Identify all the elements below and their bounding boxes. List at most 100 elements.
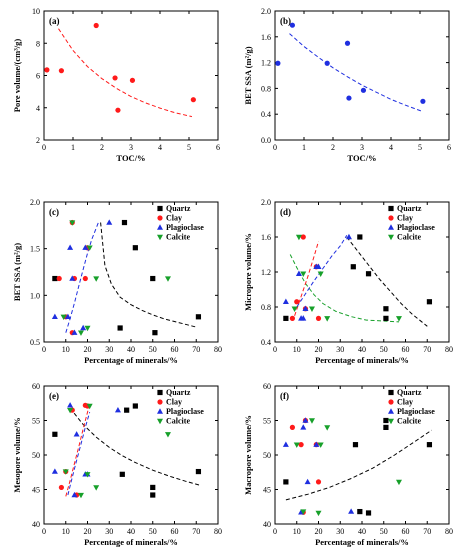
x-tick-label: 10 bbox=[62, 345, 70, 354]
x-tick-label: 80 bbox=[214, 345, 222, 354]
calcite-point bbox=[324, 425, 331, 431]
x-axis-label: Percentage of minerals/% bbox=[315, 355, 409, 365]
y-axis-label: Micropore volume/% bbox=[243, 233, 253, 311]
y-tick-label: 40 bbox=[32, 520, 40, 529]
y-tick-label: 0.0 bbox=[261, 136, 271, 145]
y-tick-label: 45 bbox=[32, 486, 40, 495]
quartz-point bbox=[150, 484, 156, 491]
y-tick-label: 50 bbox=[32, 451, 40, 460]
plagioclase-point bbox=[282, 298, 289, 304]
panel-b: 0 1 2 3 4 5 6 0.0 0.4 0.8 1.2 1.6 2.0 TOC/% BET SSA (m… bbox=[243, 7, 451, 163]
quartz-point bbox=[283, 315, 289, 321]
legend-marker-plagioclase bbox=[157, 408, 163, 414]
panel-label: (b) bbox=[280, 16, 291, 26]
plagioclase-point bbox=[282, 441, 289, 447]
legend-marker-quartz bbox=[157, 205, 163, 212]
panel-label: (e) bbox=[49, 391, 59, 401]
panel-a: 0 1 2 3 4 5 6 2 4 6 8 10 TOC/% Pore volume/(cm³/g) (a) bbox=[12, 7, 220, 163]
x-tick-label: 70 bbox=[423, 527, 431, 536]
quartz-point bbox=[132, 403, 138, 409]
x-tick-label: 40 bbox=[127, 345, 135, 354]
calcite-point bbox=[84, 325, 91, 332]
legend-label-plagioclase: Plagioclase bbox=[166, 223, 204, 232]
x-tick-label: 70 bbox=[423, 345, 431, 354]
y-tick-label: 0.4 bbox=[261, 338, 271, 347]
calcite-point bbox=[300, 271, 307, 277]
legend-marker-calcite bbox=[388, 418, 394, 425]
x-tick-label: 6 bbox=[216, 143, 220, 152]
quartz-point bbox=[195, 314, 202, 320]
series-point bbox=[44, 67, 50, 73]
legend-label-clay: Clay bbox=[166, 398, 182, 407]
plagioclase-point bbox=[313, 441, 320, 447]
x-tick-label: 0 bbox=[273, 527, 277, 536]
x-axis-label: TOC/% bbox=[347, 153, 376, 163]
clay-point bbox=[289, 315, 295, 321]
calcite-point bbox=[308, 306, 315, 312]
calcite-point bbox=[300, 509, 307, 515]
series-point bbox=[420, 98, 426, 104]
calcite-point bbox=[77, 330, 84, 336]
x-tick-label: 3 bbox=[360, 143, 364, 152]
x-tick-label: 0 bbox=[42, 345, 46, 354]
plagioclase-point bbox=[71, 329, 78, 335]
x-tick-label: 50 bbox=[149, 345, 157, 354]
fit-curve-black bbox=[100, 222, 197, 328]
x-tick-label: 5 bbox=[418, 143, 422, 152]
fit-curve-blue bbox=[65, 222, 99, 333]
series-point bbox=[58, 68, 64, 74]
calcite-point bbox=[93, 276, 100, 282]
legend-label-calcite: Calcite bbox=[166, 233, 190, 242]
legend-marker-plagioclase bbox=[388, 408, 394, 414]
quartz-point bbox=[52, 275, 58, 282]
x-tick-label: 20 bbox=[84, 345, 92, 354]
plot-frame bbox=[274, 10, 450, 141]
series-point bbox=[324, 60, 330, 66]
quartz-point bbox=[383, 306, 389, 312]
clay-point bbox=[58, 484, 64, 491]
fit-curve-black bbox=[285, 429, 432, 501]
x-tick-label: 50 bbox=[149, 527, 157, 536]
legend-marker-calcite bbox=[157, 234, 163, 241]
y-tick-label: 60 bbox=[263, 382, 271, 391]
panel-c: 0 10 20 30 40 50 60 70 80 0.5 1.0 1.5 2.0 Percentage … bbox=[12, 198, 222, 365]
quartz-point bbox=[124, 407, 130, 413]
plot-frame bbox=[43, 10, 219, 141]
y-tick-label: 2.0 bbox=[261, 7, 271, 16]
plagioclase-point bbox=[67, 244, 74, 250]
fit-curve-blue bbox=[67, 412, 91, 496]
series-point bbox=[129, 77, 136, 83]
calcite-point bbox=[295, 234, 302, 241]
x-tick-label: 40 bbox=[358, 527, 366, 536]
series-point bbox=[289, 22, 295, 28]
calcite-point bbox=[395, 479, 402, 486]
quartz-point bbox=[352, 442, 359, 448]
x-tick-label: 6 bbox=[447, 143, 451, 152]
x-tick-label: 50 bbox=[380, 527, 388, 536]
plagioclase-point bbox=[73, 431, 80, 437]
legend-label-clay: Clay bbox=[166, 214, 182, 223]
calcite-point bbox=[308, 418, 315, 424]
quartz-point bbox=[283, 479, 289, 485]
clay-point bbox=[298, 442, 304, 448]
x-tick-label: 30 bbox=[105, 345, 113, 354]
calcite-point bbox=[86, 403, 93, 410]
x-tick-label: 80 bbox=[445, 527, 453, 536]
y-tick-label: 10 bbox=[32, 7, 40, 16]
series-point bbox=[275, 60, 281, 66]
x-tick-label: 20 bbox=[315, 527, 323, 536]
legend-marker-calcite bbox=[388, 234, 394, 241]
legend-marker-quartz bbox=[388, 389, 394, 396]
quartz-point bbox=[383, 417, 389, 424]
calcite-point bbox=[67, 407, 74, 414]
plagioclase-point bbox=[114, 406, 121, 413]
y-tick-label: 1.2 bbox=[261, 59, 271, 68]
fit-curve-black bbox=[69, 407, 201, 486]
y-tick-label: 8 bbox=[36, 39, 40, 48]
x-tick-label: 30 bbox=[105, 527, 113, 536]
series-point bbox=[346, 95, 352, 101]
plagioclase-point bbox=[304, 478, 311, 485]
legend-label-plagioclase: Plagioclase bbox=[397, 223, 435, 232]
calcite-point bbox=[293, 442, 300, 448]
